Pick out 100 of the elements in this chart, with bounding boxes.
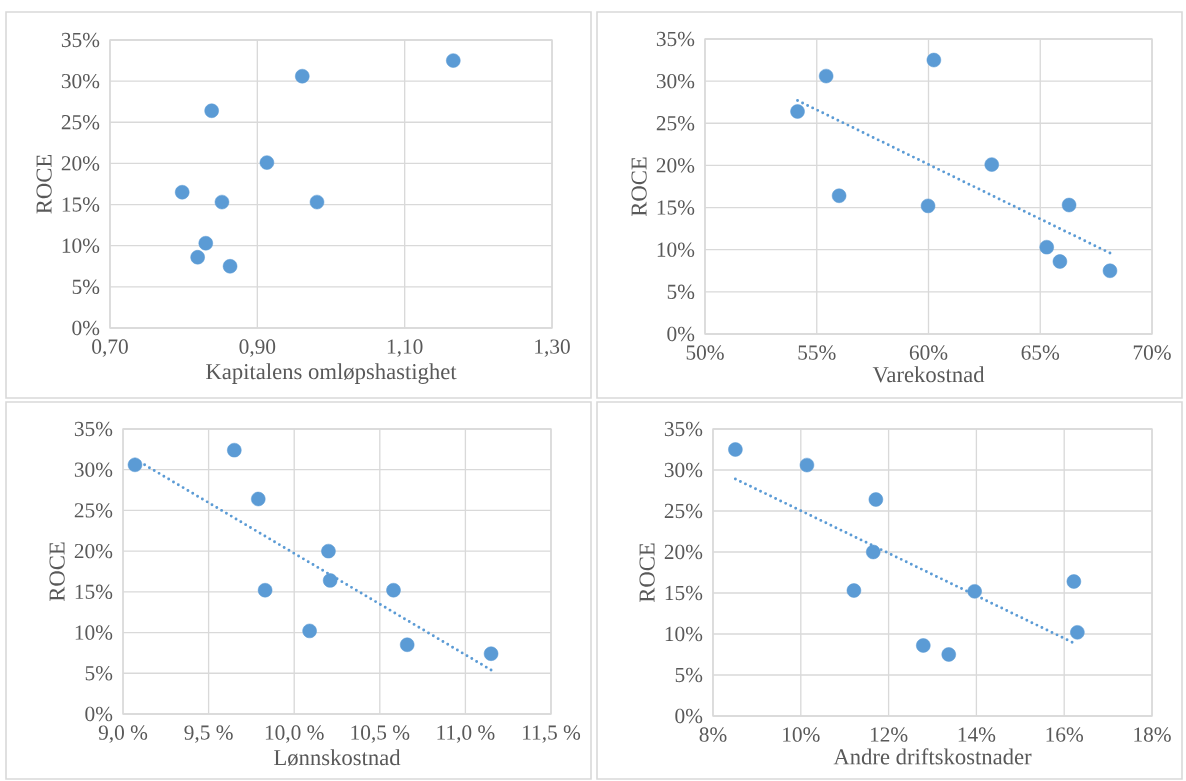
y-tick-label: 5%	[675, 667, 703, 683]
point	[251, 491, 266, 507]
point	[321, 543, 336, 559]
x-tick-label: 0,70	[92, 339, 128, 357]
y-tick-label: 10%	[665, 626, 703, 642]
point	[941, 647, 956, 662]
y-tick-label: 15%	[665, 585, 703, 601]
x-tick-label: 9,5 %	[184, 725, 233, 743]
point	[790, 104, 805, 119]
x-tick-label: 1,30	[535, 339, 570, 357]
y-tick-label: 30%	[664, 462, 703, 478]
x-tick-label: 11,5 %	[523, 725, 581, 743]
point	[257, 583, 273, 598]
point	[222, 259, 238, 274]
point	[967, 584, 982, 599]
y-tick-label: 35%	[664, 421, 703, 437]
y-tick-label: 30%	[656, 73, 695, 89]
point	[174, 185, 190, 200]
point	[868, 492, 884, 507]
x-tick-label: 60%	[909, 345, 948, 360]
y-tick-label: 0%	[675, 708, 703, 724]
y-tick-label: 0%	[667, 326, 695, 342]
y-tick-label: 30%	[74, 462, 113, 477]
y-tick-label: 5%	[667, 284, 695, 300]
y-tick-label: 25%	[664, 503, 703, 519]
x-tick-label: 50%	[686, 345, 724, 360]
x-axis-title: Lønnskostnad	[274, 749, 401, 766]
y-tick-label: 10%	[62, 238, 100, 253]
x-tick-label: 18%	[1134, 727, 1171, 742]
y-tick-label: 10%	[75, 625, 113, 640]
y-axis-title: ROCE	[36, 154, 52, 214]
y-tick-label: 35%	[61, 32, 100, 48]
point	[1052, 254, 1068, 269]
x-tick-label: 55%	[798, 345, 836, 360]
point	[259, 155, 275, 170]
x-tick-label: 9,0 %	[98, 725, 148, 743]
y-tick-label: 20%	[656, 158, 695, 173]
point	[1102, 263, 1118, 278]
point	[227, 442, 242, 458]
y-tick-label: 5%	[85, 666, 113, 681]
point	[1066, 574, 1082, 589]
y-axis-title: ROCE	[631, 157, 647, 217]
point	[799, 457, 815, 473]
y-axis-title: ROCE	[49, 542, 65, 602]
point	[926, 52, 942, 68]
y-tick-label: 15%	[62, 197, 100, 212]
point	[322, 573, 338, 588]
x-tick-label: 10,0 %	[265, 725, 324, 743]
point	[127, 457, 143, 473]
x-tick-label: 1,10	[387, 339, 423, 357]
x-tick-label: 12%	[870, 727, 908, 742]
y-tick-label: 15%	[75, 584, 113, 600]
y-tick-label: 35%	[656, 31, 695, 47]
y-tick-label: 25%	[61, 115, 100, 130]
x-tick-label: 11,0 %	[437, 725, 495, 743]
x-tick-label: 65%	[1021, 345, 1060, 360]
y-tick-label: 0%	[72, 320, 100, 336]
y-tick-label: 20%	[61, 156, 100, 171]
point	[483, 646, 499, 661]
point	[446, 53, 461, 68]
x-axis-title: Kapitalens omløpshastighet	[206, 363, 457, 384]
point	[916, 638, 931, 653]
point	[204, 103, 219, 118]
y-tick-label: 35%	[74, 421, 113, 437]
point	[818, 68, 834, 84]
y-tick-label: 25%	[74, 503, 113, 518]
point	[302, 623, 317, 639]
y-tick-label: 10%	[657, 242, 695, 257]
point	[386, 583, 401, 598]
point	[728, 442, 743, 457]
point	[831, 188, 847, 203]
y-tick-label: 15%	[657, 200, 695, 215]
point	[846, 583, 862, 598]
point	[295, 68, 310, 84]
x-tick-label: 14%	[958, 727, 996, 742]
point	[984, 157, 999, 172]
x-tick-label: 8%	[699, 727, 727, 742]
point	[214, 194, 230, 210]
x-tick-label: 10%	[783, 727, 820, 742]
point	[866, 544, 881, 560]
y-tick-label: 20%	[74, 543, 113, 559]
y-tick-label: 5%	[72, 279, 100, 295]
y-tick-label: 20%	[664, 544, 703, 560]
y-tick-label: 25%	[656, 116, 695, 131]
point	[399, 637, 415, 652]
x-tick-label: 70%	[1133, 345, 1171, 360]
x-tick-label: 16%	[1046, 727, 1084, 742]
point	[1061, 197, 1077, 213]
x-tick-label: 0,90	[239, 339, 276, 357]
y-axis-title: ROCE	[639, 543, 655, 603]
y-tick-label: 30%	[61, 73, 100, 89]
point	[920, 198, 936, 214]
x-axis-title: Andre driftskostnader	[833, 748, 1032, 765]
point	[1070, 625, 1085, 640]
y-tick-label: 0%	[85, 706, 113, 722]
point	[190, 250, 205, 265]
point	[309, 194, 325, 210]
x-tick-label: 10,5 %	[351, 725, 410, 743]
point	[198, 236, 213, 251]
x-axis-title: Varekostnad	[872, 366, 985, 383]
